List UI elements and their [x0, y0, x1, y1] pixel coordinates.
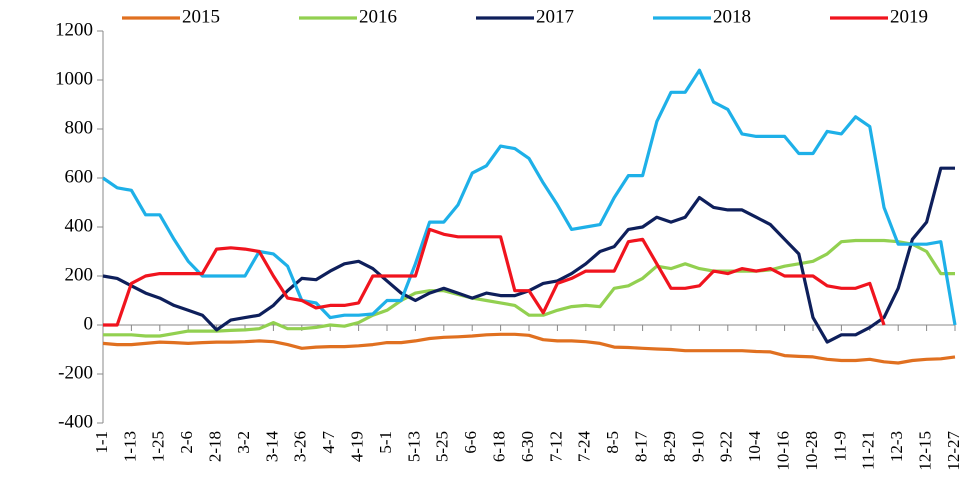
x-tick-label: 12-27 [944, 431, 963, 471]
x-tick-label: 1-1 [92, 431, 111, 454]
series-line [103, 227, 886, 327]
x-tick-label: 3-14 [262, 431, 281, 463]
x-tick-label: 10-28 [802, 431, 821, 471]
x-tick-label: 1-13 [120, 431, 139, 462]
x-tick-label: 7-24 [575, 431, 594, 463]
x-tick-label: 3-26 [291, 431, 310, 462]
x-tick-label: 11-21 [859, 431, 878, 470]
x-tick-label: 10-4 [745, 431, 764, 463]
y-tick-label: 800 [65, 117, 94, 138]
x-tick-label: 4-19 [348, 431, 367, 462]
x-tick-label: 5-1 [376, 431, 395, 454]
legend-label: 2016 [359, 6, 397, 27]
x-tick-label: 8-17 [632, 431, 651, 463]
y-tick-label: -400 [58, 411, 93, 432]
series-line [102, 68, 957, 326]
x-tick-label: 1-25 [149, 431, 168, 462]
x-tick-label: 6-18 [490, 431, 509, 462]
legend-label: 2019 [890, 6, 928, 27]
series-line [102, 332, 956, 365]
x-tick-label: 4-7 [319, 431, 338, 454]
x-tick-label: 9-22 [717, 431, 736, 462]
x-tick-label: 9-10 [688, 431, 707, 462]
legend-label: 2018 [713, 6, 751, 27]
x-tick-label: 10-16 [774, 431, 793, 471]
x-tick-label: 11-9 [830, 431, 849, 462]
y-tick-label: -200 [58, 362, 93, 383]
y-tick-label: 1200 [55, 19, 93, 40]
y-tick-label: 400 [65, 215, 94, 236]
x-tick-label: 12-15 [916, 431, 935, 471]
x-tick-label: 8-29 [660, 431, 679, 462]
x-tick-label: 8-5 [603, 431, 622, 454]
y-tick-label: 0 [84, 313, 94, 334]
x-tick-label: 5-13 [404, 431, 423, 462]
x-tick-label: 2-18 [206, 431, 225, 462]
legend-label: 2015 [182, 6, 220, 27]
x-tick-label: 3-2 [234, 431, 253, 454]
legend-label: 2017 [536, 6, 574, 27]
series-line [103, 238, 955, 338]
x-tick-label: 12-3 [887, 431, 906, 462]
y-tick-label: 1000 [55, 68, 93, 89]
x-tick-label: 2-6 [177, 431, 196, 454]
y-tick-label: 600 [65, 166, 94, 187]
x-tick-label: 7-12 [546, 431, 565, 462]
x-tick-label: 6-30 [518, 431, 537, 462]
y-tick-label: 200 [65, 264, 94, 285]
x-tick-label: 5-25 [433, 431, 452, 462]
x-tick-label: 6-6 [461, 431, 480, 454]
